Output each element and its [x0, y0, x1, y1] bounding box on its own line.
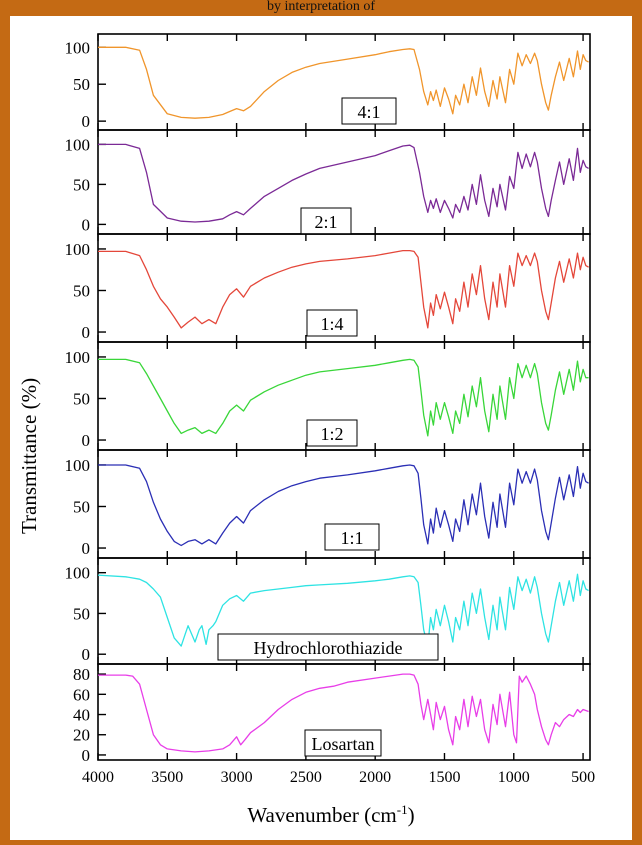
sample-label: 1:4 — [320, 314, 343, 334]
sample-label: Losartan — [312, 734, 375, 754]
sample-label: 1:1 — [340, 528, 363, 548]
y-tick-label: 40 — [73, 706, 90, 725]
y-tick-label: 80 — [73, 665, 90, 684]
sample-label: Hydrochlorothiazide — [254, 638, 403, 658]
x-tick-label: 2500 — [290, 769, 322, 786]
x-tick-label: 3500 — [151, 769, 183, 786]
ir-spectra-chart: 0 50 100 4:1 0 50 100 2:1 0 50 100 1:4 0 50 100 1:2 0 50 1… — [17, 33, 595, 827]
spectrum-line-4 — [98, 358, 589, 437]
x-tick-label: 2000 — [359, 769, 391, 786]
x-tick-label: 4000 — [82, 769, 114, 786]
y-tick-label: 50 — [73, 389, 90, 408]
spectrum-line-2 — [98, 143, 589, 223]
x-axis-label-main: Wavenumber (cm — [247, 803, 396, 827]
y-tick-label: 60 — [73, 685, 90, 704]
y-tick-label: 100 — [65, 38, 91, 57]
y-tick-label: 50 — [73, 75, 90, 94]
y-tick-label: 20 — [73, 726, 90, 745]
spectrum-line-6 — [97, 573, 589, 647]
panel-frame — [97, 663, 591, 761]
panel-1: 0 50 100 4:1 — [65, 33, 591, 131]
x-axis-label-close: ) — [408, 803, 415, 827]
y-tick-label: 0 — [82, 539, 91, 558]
sample-label-box — [300, 207, 352, 235]
sample-label-box — [341, 97, 397, 125]
spectrum-line-3 — [98, 249, 589, 329]
y-tick-label: 0 — [82, 645, 91, 664]
sample-label-box — [306, 309, 358, 337]
y-tick-label: 0 — [82, 112, 91, 131]
x-tick-label: 3000 — [221, 769, 253, 786]
panel-5: 0 50 100 1:1 — [65, 449, 591, 559]
y-tick-label: 50 — [73, 497, 90, 516]
y-tick-label: 100 — [65, 240, 91, 259]
panel-6: 0 50 100 Hydrochlorothiazide — [65, 557, 591, 665]
spectrum-line-7 — [98, 673, 589, 753]
panel-3: 0 50 100 1:4 — [65, 233, 591, 343]
y-tick-label: 100 — [65, 564, 91, 583]
y-tick-label: 50 — [73, 604, 90, 623]
panels-group: 0 50 100 4:1 0 50 100 2:1 0 50 100 1:4 0 50 100 1:2 0 50 1… — [65, 33, 591, 765]
x-tick-label: 1000 — [498, 769, 530, 786]
sample-label: 4:1 — [357, 102, 380, 122]
sample-label-box — [324, 523, 380, 551]
sample-label: 1:2 — [320, 424, 343, 444]
y-axis-label: Transmittance (%) — [17, 378, 41, 534]
y-tick-label: 0 — [82, 746, 91, 765]
y-tick-label: 100 — [65, 456, 91, 475]
spectrum-line-1 — [98, 46, 589, 119]
caption-fragment: by interpretation of — [266, 0, 376, 14]
x-tick-label: 1500 — [428, 769, 460, 786]
panel-2: 0 50 100 2:1 — [65, 129, 591, 235]
y-tick-label: 0 — [82, 323, 91, 342]
y-tick-label: 100 — [65, 135, 91, 154]
spectrum-line-5 — [98, 464, 589, 547]
sample-label-box — [217, 633, 439, 661]
sample-label-box — [306, 419, 358, 447]
x-axis-label-superscript: -1 — [397, 802, 408, 817]
figure-frame: 0 50 100 4:1 0 50 100 2:1 0 50 100 1:4 0 50 100 1:2 0 50 1… — [10, 16, 632, 840]
y-tick-label: 50 — [73, 281, 90, 300]
y-tick-label: 50 — [73, 175, 90, 194]
y-tick-label: 0 — [82, 431, 91, 450]
y-tick-label: 100 — [65, 348, 91, 367]
sample-label-box — [304, 729, 382, 757]
y-tick-label: 0 — [82, 215, 91, 234]
x-axis-label: Wavenumber (cm-1) — [247, 802, 414, 827]
x-tick-label: 500 — [571, 769, 595, 786]
sample-label: 2:1 — [314, 212, 337, 232]
x-axis: 4000 3500 3000 2500 2000 1500 1000 500 — [82, 769, 595, 786]
panel-4: 0 50 100 1:2 — [65, 341, 591, 451]
